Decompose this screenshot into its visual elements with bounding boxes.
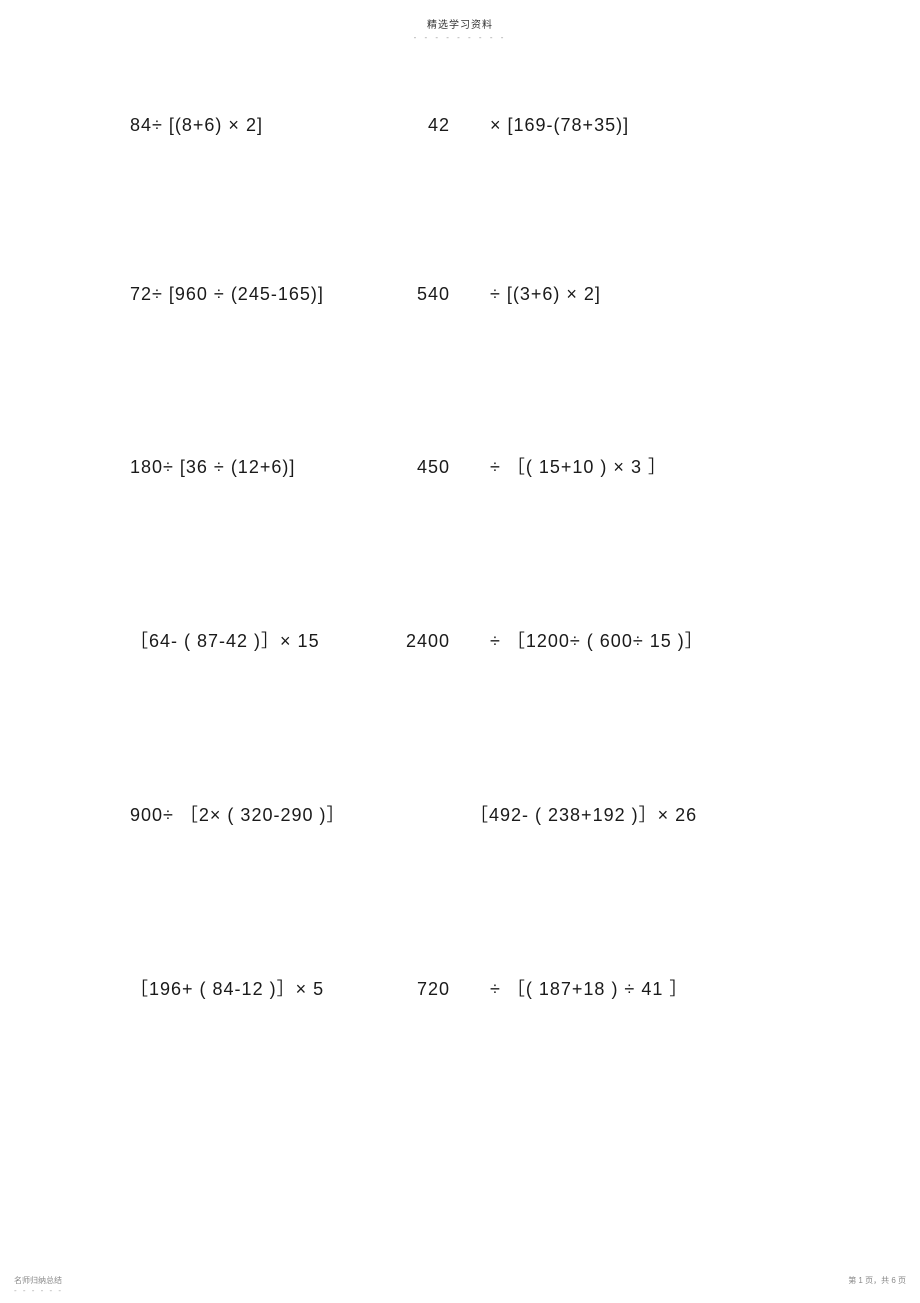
- footer-left: 名师归纳总结 - - - - - -: [14, 1275, 63, 1295]
- problem-row: 72÷ [960 ÷ (245-165)] 540 ÷ [(3+6) × 2]: [130, 284, 790, 305]
- footer-left-text: 名师归纳总结: [14, 1275, 63, 1286]
- problem-right: ［492- ( 238+192 )］× 26: [470, 801, 790, 827]
- problem-mid: 540: [390, 284, 490, 305]
- problem-right: ÷ ［1200÷ ( 600÷ 15 )］: [490, 627, 790, 653]
- problem-mid: 450: [390, 457, 490, 478]
- problem-right: ÷ ［( 187+18 ) ÷ 41 ］: [490, 975, 790, 1001]
- problem-right: × [169-(78+35)]: [490, 115, 790, 136]
- problem-row: 84÷ [(8+6) × 2] 42 × [169-(78+35)]: [130, 115, 790, 136]
- problem-row: 900÷ ［2× ( 320-290 )］ ［492- ( 238+192 )］…: [130, 801, 790, 827]
- problem-mid: 2400: [390, 631, 490, 652]
- page-header: 精选学习资料 - - - - - - - - -: [0, 16, 920, 42]
- footer-right-text: 第 1 页，共 6 页: [848, 1275, 906, 1295]
- problem-left: 72÷ [960 ÷ (245-165)]: [130, 284, 390, 305]
- problem-mid: 42: [390, 115, 490, 136]
- footer-left-dots: - - - - - -: [14, 1286, 63, 1295]
- problem-left: 900÷ ［2× ( 320-290 )］: [130, 801, 470, 827]
- problem-row: ［64- ( 87-42 )］× 15 2400 ÷ ［1200÷ ( 600÷…: [130, 627, 790, 653]
- header-title: 精选学习资料: [0, 16, 920, 31]
- problem-row: ［196+ ( 84-12 )］× 5 720 ÷ ［( 187+18 ) ÷ …: [130, 975, 790, 1001]
- page-footer: 名师归纳总结 - - - - - - 第 1 页，共 6 页: [0, 1275, 920, 1295]
- problem-left: 84÷ [(8+6) × 2]: [130, 115, 390, 136]
- problem-right: ÷ ［( 15+10 ) × 3 ］: [490, 453, 790, 479]
- problems-content: 84÷ [(8+6) × 2] 42 × [169-(78+35)] 72÷ […: [130, 115, 790, 1149]
- problem-left: ［64- ( 87-42 )］× 15: [130, 627, 390, 653]
- problem-mid: 720: [390, 979, 490, 1000]
- problem-right: ÷ [(3+6) × 2]: [490, 284, 790, 305]
- problem-row: 180÷ [36 ÷ (12+6)] 450 ÷ ［( 15+10 ) × 3 …: [130, 453, 790, 479]
- header-dots: - - - - - - - - -: [0, 33, 920, 42]
- problem-left: 180÷ [36 ÷ (12+6)]: [130, 457, 390, 478]
- problem-left: ［196+ ( 84-12 )］× 5: [130, 975, 390, 1001]
